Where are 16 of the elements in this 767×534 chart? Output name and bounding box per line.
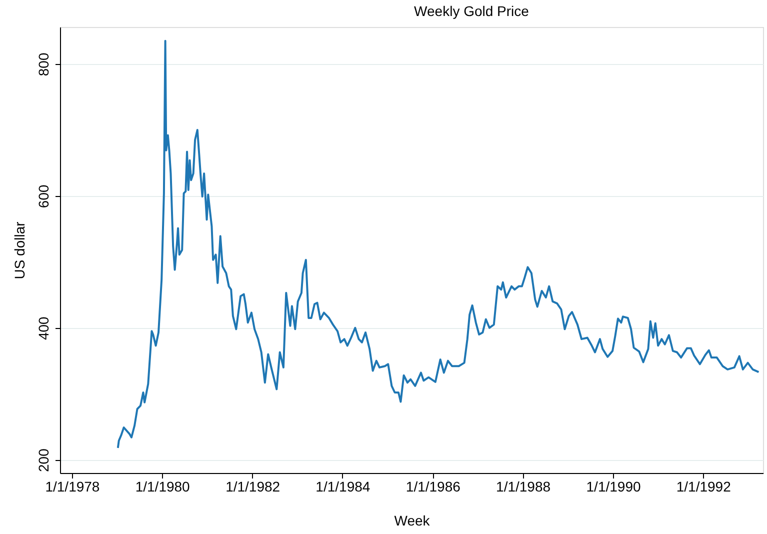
y-tick-label: 800 (36, 52, 52, 76)
x-tick-label: 1/1/1992 (676, 478, 732, 494)
x-tick-label: 1/1/1990 (586, 478, 641, 494)
y-tick-label: 200 (36, 448, 52, 472)
y-tick-label: 600 (36, 184, 52, 208)
y-tick-label: 400 (36, 316, 52, 340)
x-tick-label: 1/1/1986 (406, 478, 461, 494)
x-axis-title: Week (394, 512, 431, 528)
x-tick-label: 1/1/1978 (45, 478, 100, 494)
x-tick-label: 1/1/1988 (496, 478, 551, 494)
x-tick-label: 1/1/1984 (316, 478, 370, 494)
chart-title: Weekly Gold Price (414, 3, 530, 19)
x-tick-label: 1/1/1982 (226, 478, 280, 494)
y-axis-title: US dollar (12, 221, 28, 280)
x-tick-label: 1/1/1980 (135, 478, 190, 494)
line-series (116, 40, 760, 449)
